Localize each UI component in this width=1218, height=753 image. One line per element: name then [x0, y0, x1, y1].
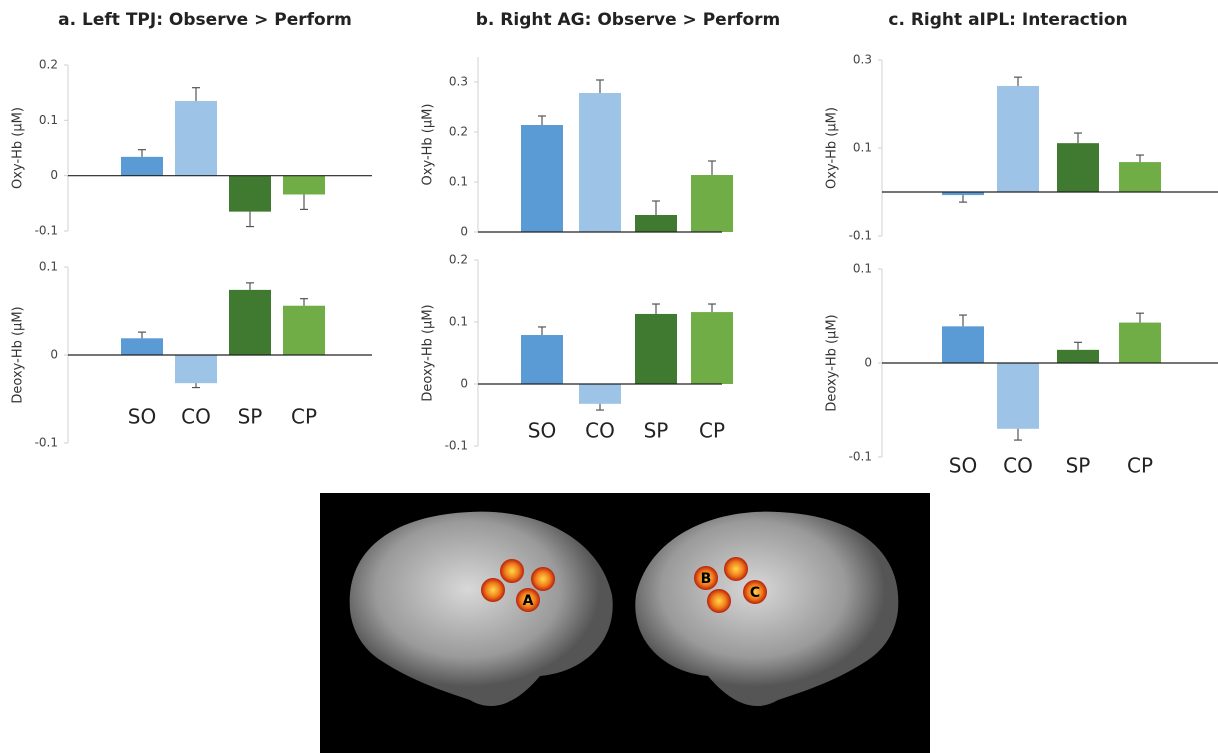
- bar: [1119, 162, 1161, 192]
- y-tick-label: -0.1: [849, 229, 872, 243]
- y-tick-label: 0.2: [39, 58, 58, 72]
- x-tick-label: SO: [128, 405, 156, 429]
- x-tick-label: SP: [1066, 454, 1091, 478]
- y-tick-label: 0: [460, 377, 468, 391]
- bar: [997, 85, 1039, 192]
- y-tick-label: 0.1: [853, 262, 872, 276]
- y-tick-label: 0.3: [853, 53, 872, 67]
- bar: [1057, 349, 1099, 363]
- y-axis-label: Oxy-Hb (µM): [825, 107, 840, 189]
- x-tick-label: CO: [585, 419, 615, 443]
- activation: [707, 589, 731, 613]
- right-brain: [635, 511, 899, 707]
- region-label: B: [701, 571, 712, 587]
- activation: [694, 566, 718, 590]
- y-tick-label: 0: [50, 348, 58, 362]
- y-tick-label: 0.2: [449, 125, 468, 139]
- x-tick-label: CP: [1127, 454, 1153, 478]
- bar: [121, 338, 163, 355]
- x-tick-label: CO: [1003, 454, 1033, 478]
- bar: [121, 156, 163, 176]
- activation: [500, 559, 524, 583]
- bar: [635, 313, 677, 384]
- y-tick-label: 0.1: [39, 113, 58, 127]
- y-axis-label: Deoxy-Hb (µM): [11, 306, 26, 403]
- chart-title: b. Right AG: Observe > Perform: [476, 10, 781, 30]
- y-tick-label: -0.1: [445, 439, 468, 453]
- activation: [531, 567, 555, 591]
- y-tick-label: 0.2: [449, 253, 468, 267]
- left-brain: [349, 511, 613, 707]
- bar: [997, 363, 1039, 429]
- y-tick-label: -0.1: [35, 224, 58, 238]
- bar: [691, 175, 733, 232]
- bar: [283, 175, 325, 195]
- bar: [521, 335, 563, 384]
- x-tick-label: SO: [949, 454, 977, 478]
- activation: [481, 578, 505, 602]
- x-tick-label: CP: [291, 405, 317, 429]
- y-axis-label: Deoxy-Hb (µM): [825, 314, 840, 411]
- y-tick-label: 0: [50, 168, 58, 182]
- y-tick-label: 0.1: [449, 175, 468, 189]
- y-axis-label: Oxy-Hb (µM): [421, 104, 436, 186]
- bar: [175, 100, 217, 176]
- bar: [942, 326, 984, 363]
- y-tick-label: -0.1: [849, 450, 872, 464]
- bar: [521, 125, 563, 232]
- activation: [724, 557, 748, 581]
- y-axis-label: Oxy-Hb (µM): [11, 107, 26, 189]
- y-tick-label: 0.1: [39, 260, 58, 274]
- bar: [229, 289, 271, 355]
- bar: [1057, 143, 1099, 192]
- bar: [942, 192, 984, 196]
- y-axis-label: Deoxy-Hb (µM): [421, 304, 436, 401]
- y-tick-label: 0.1: [449, 315, 468, 329]
- bar: [175, 355, 217, 384]
- bar: [635, 215, 677, 232]
- bar: [229, 175, 271, 212]
- activation: [516, 588, 540, 612]
- y-tick-label: 0: [864, 356, 872, 370]
- region-label: A: [523, 593, 534, 609]
- y-tick-label: 0.1: [853, 141, 872, 155]
- x-tick-label: CO: [181, 405, 211, 429]
- y-tick-label: 0: [460, 225, 468, 239]
- x-tick-label: CP: [699, 419, 725, 443]
- y-tick-label: 0.3: [449, 75, 468, 89]
- x-tick-label: SO: [528, 419, 556, 443]
- bar: [283, 305, 325, 355]
- chart-title: c. Right aIPL: Interaction: [888, 10, 1127, 30]
- region-label: C: [750, 585, 760, 601]
- y-tick-label: -0.1: [35, 436, 58, 450]
- bar: [1119, 322, 1161, 363]
- x-tick-label: SP: [644, 419, 669, 443]
- x-tick-label: SP: [238, 405, 263, 429]
- bar: [579, 93, 621, 232]
- bar: [691, 312, 733, 384]
- activation: [743, 580, 767, 604]
- bar: [579, 384, 621, 404]
- chart-title: a. Left TPJ: Observe > Perform: [58, 10, 352, 30]
